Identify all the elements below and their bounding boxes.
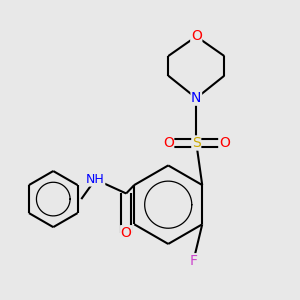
Text: O: O <box>191 29 202 44</box>
Text: F: F <box>190 254 197 268</box>
Text: O: O <box>219 136 230 150</box>
Text: O: O <box>163 136 174 150</box>
Text: O: O <box>121 226 132 240</box>
Text: S: S <box>192 136 201 150</box>
Text: N: N <box>191 91 202 105</box>
Text: NH: NH <box>86 173 105 186</box>
